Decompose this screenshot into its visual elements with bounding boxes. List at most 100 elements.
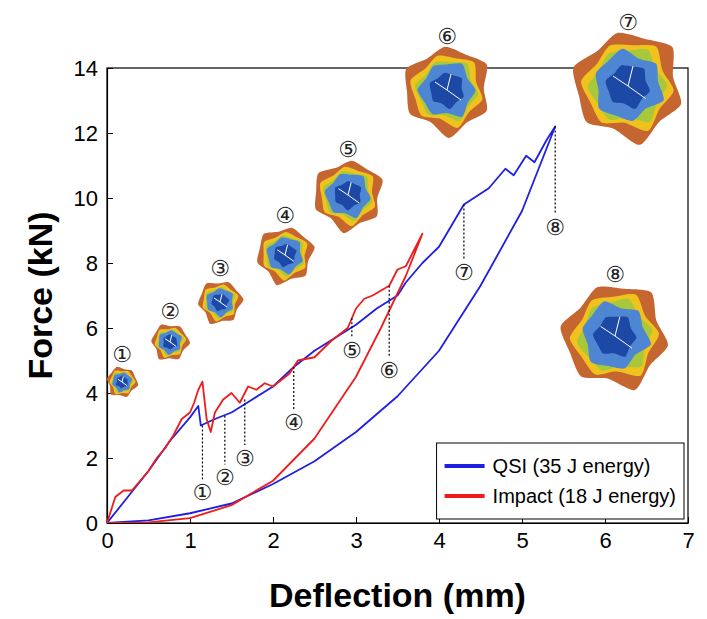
- annotation-label: ④: [284, 410, 304, 435]
- crack: [165, 335, 176, 346]
- inset-label: ①: [112, 342, 132, 367]
- tick-mark: [273, 517, 274, 523]
- tick-mark: [107, 458, 113, 459]
- damage-zone: [560, 287, 668, 391]
- tick-label: 0: [86, 511, 98, 536]
- damage-zone: [596, 49, 664, 121]
- crack: [214, 294, 227, 307]
- tick: 3: [350, 517, 362, 553]
- crack: [613, 66, 646, 99]
- damage-zone: [257, 228, 315, 285]
- tick-mark: [107, 133, 113, 134]
- tick-label: 2: [86, 446, 98, 471]
- damage-zone: [320, 167, 375, 226]
- tick: 1: [184, 517, 196, 553]
- tick: 6: [599, 517, 611, 553]
- damage-image: [405, 47, 487, 138]
- inset-images: [107, 33, 681, 397]
- damage-zone: [325, 174, 371, 218]
- tick-label: 8: [86, 251, 98, 276]
- inset-label: ⑦: [618, 10, 638, 35]
- tick-label: 2: [267, 528, 279, 553]
- inset-label: ②: [160, 299, 180, 324]
- annotation-leader: [293, 367, 294, 409]
- damage-image: [198, 282, 243, 324]
- damage-zone: [315, 161, 383, 234]
- damage-image: [107, 367, 138, 397]
- y-axis: 0 2 4 6 8 10 12 14: [74, 56, 113, 536]
- legend-label: Impact (18 J energy): [493, 485, 676, 507]
- damage-zone: [157, 329, 183, 356]
- damage-zone: [263, 232, 307, 281]
- chart: 0123456702468101214①②③④⑤⑥⑦⑧QSI (35 J ene…: [0, 0, 707, 619]
- damage-zone: [203, 285, 239, 322]
- crack: [338, 182, 359, 203]
- annotation-leader: [244, 400, 245, 446]
- damage-zone: [211, 294, 229, 311]
- tick: 10: [74, 186, 113, 211]
- tick-label: 4: [86, 381, 98, 406]
- annotation-label: ⑧: [545, 215, 565, 240]
- legend-swatch: [445, 494, 485, 498]
- legend-swatch: [445, 464, 485, 468]
- tick-label: 0: [101, 528, 113, 553]
- damage-zone: [605, 65, 649, 109]
- tick-label: 14: [74, 56, 98, 81]
- annotation-label: ⑥: [379, 358, 399, 383]
- tick-label: 12: [74, 121, 98, 146]
- damage-image: [315, 161, 383, 234]
- tick: 2: [86, 446, 113, 471]
- damage-zone: [198, 282, 243, 324]
- crack: [118, 376, 127, 385]
- damage-zone: [116, 376, 128, 389]
- damage-zone: [415, 61, 478, 121]
- damage-zone: [418, 63, 476, 117]
- damage-zone: [107, 367, 138, 397]
- damage-image: [573, 33, 681, 145]
- annotation-leader: [463, 205, 464, 260]
- damage-zone: [410, 56, 482, 128]
- tick: 8: [86, 251, 113, 276]
- plot: 0123456702468101214①②③④⑤⑥⑦⑧QSI (35 J ene…: [74, 56, 695, 553]
- tick-mark: [107, 523, 113, 524]
- tick-label: 5: [516, 528, 528, 553]
- annotation-leader: [389, 286, 390, 358]
- tick-label: 6: [86, 316, 98, 341]
- damage-zone: [577, 298, 652, 370]
- tick: 6: [86, 316, 113, 341]
- damage-zone: [112, 373, 132, 393]
- inset-label: ③: [210, 256, 230, 281]
- axis-line: [108, 523, 689, 524]
- damage-image: [257, 228, 315, 285]
- inset-label: ④: [275, 203, 295, 228]
- damage-zone: [430, 73, 464, 109]
- tick-mark: [107, 328, 113, 329]
- tick-mark: [107, 198, 113, 199]
- tick: 5: [516, 517, 528, 553]
- annotation-label: ③: [235, 446, 255, 471]
- damage-zone: [155, 328, 186, 358]
- crack: [601, 317, 632, 348]
- annotation-label: ①: [193, 480, 213, 505]
- crack: [277, 245, 294, 262]
- series-line: [107, 234, 422, 523]
- inset-label: ⑤: [338, 137, 358, 162]
- tick: 2: [267, 517, 279, 553]
- damage-zone: [109, 371, 135, 395]
- tick: 14: [74, 56, 113, 81]
- tick-mark: [107, 263, 113, 264]
- inset-label: ⑧: [605, 262, 625, 287]
- annotation-leader: [351, 318, 352, 338]
- annotation-label: ⑤: [342, 338, 362, 363]
- tick-label: 4: [433, 528, 445, 553]
- tick-label: 1: [184, 528, 196, 553]
- damage-zone: [207, 288, 233, 317]
- damage-zone: [570, 294, 659, 376]
- damage-zone: [266, 235, 304, 276]
- inset-label: ⑥: [437, 24, 457, 49]
- tick-mark: [107, 68, 113, 69]
- annotation-label: ⑦: [454, 260, 474, 285]
- damage-zone: [583, 301, 651, 368]
- x-axis-title: Deflection (mm): [269, 576, 526, 614]
- annotation-leader: [555, 127, 556, 215]
